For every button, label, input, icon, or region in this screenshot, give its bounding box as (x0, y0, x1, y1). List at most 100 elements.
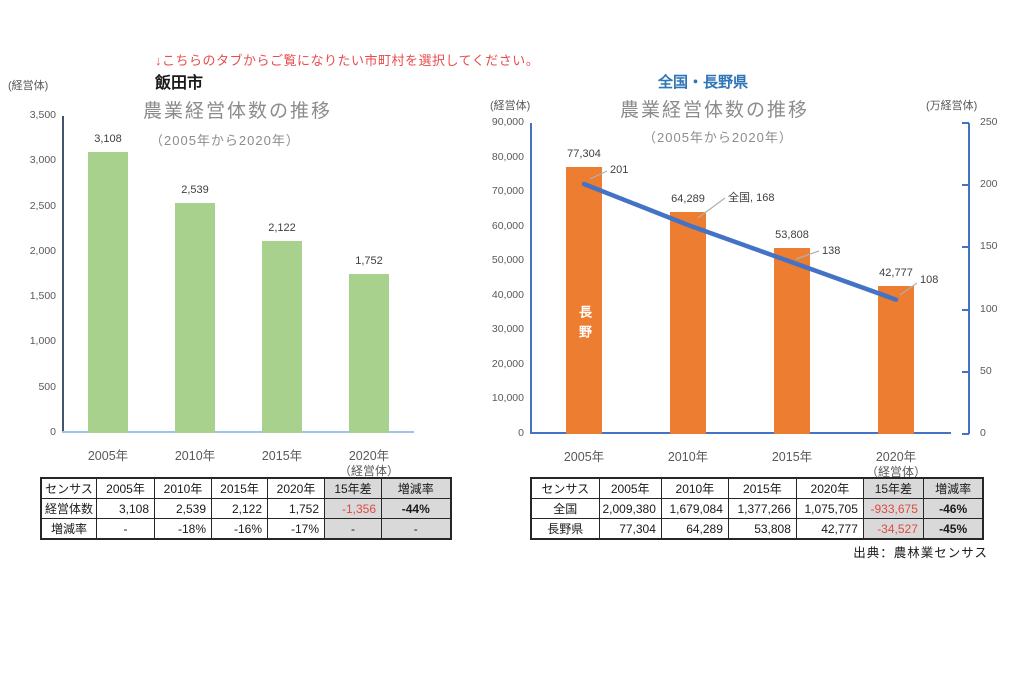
iida-chart-period: （2005年から2020年） (150, 133, 300, 148)
nagano-left-y-tick: 80,000 (491, 150, 524, 163)
national-line-point-label: 108 (920, 274, 939, 286)
nagano-x-category-label: 2020年 (875, 450, 917, 464)
table-body: 全国 2,009,380 1,679,084 1,377,266 1,075,705 -9… (530, 498, 984, 540)
table-data-cell: - (324, 518, 383, 540)
table-header-cell: 2020年 (267, 477, 326, 499)
table-data-cell: 53,808 (727, 518, 797, 540)
iida-summary-table: センサス 2005年 2010年 2015年 2020年 15年差 増減率 経営体数 3,108… (40, 477, 452, 540)
iida-x-category-label: 2005年 (87, 449, 129, 463)
row-label-cell: 経営体数 (40, 498, 98, 519)
national-nagano-chart-period: （2005年から2020年） (643, 130, 793, 145)
nagano-right-tick-mark (962, 122, 969, 124)
nagano-bar (878, 286, 914, 434)
iida-y-tick: 1,500 (29, 290, 56, 303)
national-line-point-label: 201 (610, 164, 629, 176)
iida-bar (262, 241, 302, 433)
iida-y-tick: 2,500 (29, 199, 56, 212)
nagano-right-y-tick: 150 (980, 240, 998, 253)
nagano-right-axis-line (968, 123, 970, 434)
iida-bar-value-label: 1,752 (355, 255, 383, 267)
nagano-bar-value-label: 77,304 (567, 148, 601, 160)
table-head: センサス 2005年 2010年 2015年 2020年 15年差 増減率 (530, 477, 984, 499)
table-row: 全国 2,009,380 1,679,084 1,377,266 1,075,705 -9… (530, 498, 984, 519)
table-header-cell: 15年差 (324, 477, 383, 499)
iida-x-axis-line (62, 431, 414, 433)
national-nagano-summary-table: センサス 2005年 2010年 2015年 2020年 15年差 増減率 全国 2,009,3… (530, 477, 985, 540)
table-data-cell: -18% (154, 518, 213, 540)
nagano-x-category-label: 2010年 (667, 450, 709, 464)
iida-bar-value-label: 2,539 (181, 184, 209, 196)
nagano-bar-value-label: 64,289 (671, 193, 705, 205)
table-header-cell: 2015年 (727, 477, 797, 499)
nagano-left-y-tick: 30,000 (491, 323, 524, 336)
iida-bar-value-label: 3,108 (94, 133, 122, 145)
table-row: 経営体数 3,108 2,539 2,122 1,752 -1,356 -44% (40, 498, 452, 519)
table-data-cell: 77,304 (598, 518, 662, 540)
iida-y-tick: 2,000 (29, 244, 56, 257)
iida-bar (349, 274, 389, 433)
nagano-left-y-tick: 10,000 (491, 392, 524, 405)
table-head: センサス 2005年 2010年 2015年 2020年 15年差 増減率 (40, 477, 452, 499)
nagano-x-category-label: 2015年 (771, 450, 813, 464)
nagano-left-y-tick: 40,000 (491, 288, 524, 301)
iida-x-category-label: 2010年 (174, 449, 216, 463)
table-data-cell: 1,075,705 (795, 498, 864, 519)
table-row: 長野県 77,304 64,289 53,808 42,777 -34,527 -45% (530, 518, 984, 540)
nagano-x-category-label: 2005年 (563, 450, 605, 464)
table-header-row: センサス 2005年 2010年 2015年 2020年 15年差 増減率 (530, 477, 984, 499)
national-nagano-chart-title: 農業経営体数の推移 (620, 100, 810, 121)
nagano-bar (566, 167, 602, 434)
nagano-x-axis-unit: （経営体） (865, 465, 926, 479)
nagano-x-axis-line (530, 432, 951, 434)
iida-chart-title: 農業経営体数の推移 (143, 101, 333, 122)
nagano-right-y-tick: 200 (980, 178, 998, 191)
source-note: 出典：農林業センサス (853, 546, 988, 560)
table-data-cell: -1,356 (324, 498, 383, 519)
table-data-cell: -45% (922, 518, 984, 540)
national-line-point-label: 138 (822, 245, 841, 257)
table-data-cell: -17% (267, 518, 326, 540)
table-body: 経営体数 3,108 2,539 2,122 1,752 -1,356 -44% 増減率 - -1… (40, 498, 452, 540)
table-header-cell: センサス (530, 477, 600, 499)
row-label-cell: 全国 (530, 498, 600, 519)
iida-x-category-label: 2020年 (348, 449, 390, 463)
row-label-cell: 長野県 (530, 518, 600, 540)
nagano-right-tick-mark (962, 433, 969, 435)
nagano-right-tick-mark (962, 370, 969, 373)
table-header-cell: 2020年 (795, 477, 864, 499)
iida-bar (175, 203, 215, 433)
nagano-right-tick-mark (962, 246, 969, 249)
table-data-cell: - (96, 518, 156, 540)
tab-instruction-note: ↓こちらのタブからご覧になりたい市町村を選択してください。 (155, 53, 540, 68)
table-header-cell: 2015年 (211, 477, 269, 499)
table-data-cell: 64,289 (660, 518, 729, 540)
table-data-cell: 42,777 (795, 518, 864, 540)
national-nagano-combo-chart: 0 10,000 20,000 30,000 40,000 50,000 60,000 70,… (492, 116, 998, 479)
table-header-cell: センサス (40, 477, 98, 499)
table-data-cell: 2,122 (211, 498, 269, 519)
nagano-left-axis-unit: (経営体) (490, 100, 531, 112)
iida-x-category-label: 2015年 (261, 449, 303, 463)
nagano-right-y-tick: 0 (980, 427, 986, 439)
iida-bar-value-label: 2,122 (268, 222, 296, 234)
table-data-cell: -16% (211, 518, 269, 540)
nagano-right-y-tick: 100 (980, 302, 998, 315)
nagano-right-axis-unit: (万経営体) (926, 100, 978, 112)
table-data-cell: 1,377,266 (727, 498, 797, 519)
table-data-cell: -44% (381, 498, 452, 519)
row-label-cell: 増減率 (40, 518, 98, 540)
table-header-cell: 増減率 (381, 477, 452, 499)
table-header-cell: 15年差 (862, 477, 924, 499)
iida-bar (88, 152, 128, 433)
table-row: 増減率 - -18% -16% -17% - - (40, 518, 452, 540)
iida-y-tick: 1,000 (29, 335, 56, 348)
table-header-cell: 2010年 (154, 477, 213, 499)
table-data-cell: -933,675 (862, 498, 924, 519)
nagano-left-y-tick: 0 (518, 427, 524, 439)
table-header-row: センサス 2005年 2010年 2015年 2020年 15年差 増減率 (40, 477, 452, 499)
iida-y-tick: 0 (50, 426, 56, 438)
table-header-cell: 増減率 (922, 477, 984, 499)
table-data-cell: 3,108 (96, 498, 156, 519)
nagano-left-y-tick: 50,000 (491, 254, 524, 267)
